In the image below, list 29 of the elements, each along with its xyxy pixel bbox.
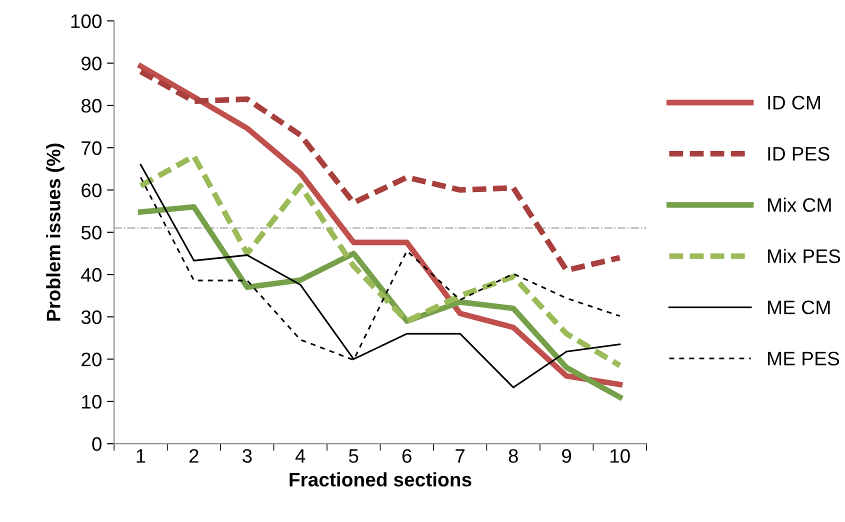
x-tick-label: 9 — [562, 449, 572, 463]
y-axis-title: Problem issues (%) — [46, 144, 64, 321]
legend-label: ME PES — [768, 352, 840, 366]
y-tick-label: 60 — [82, 183, 102, 198]
legend-label: ID CM — [768, 96, 820, 110]
y-tick-label: 10 — [82, 394, 102, 409]
y-tick-label: 80 — [81, 98, 102, 113]
y-tick-label: 30 — [81, 310, 102, 324]
legend-label: Mix PES — [768, 248, 840, 264]
x-tick-label: 3 — [242, 449, 252, 463]
legend-label: ME CM — [768, 300, 830, 314]
y-tick-label: 70 — [82, 141, 102, 155]
x-tick-label: 10 — [610, 449, 630, 463]
x-tick-label: 5 — [349, 449, 358, 463]
x-tick-label: 1 — [136, 449, 146, 463]
x-axis-title: Fractioned sections — [290, 472, 472, 487]
x-tick-label: 2 — [190, 449, 198, 463]
x-tick-label: 4 — [295, 449, 306, 463]
legend-label: ID PES — [768, 146, 830, 161]
x-tick-label: 8 — [508, 449, 518, 463]
y-tick-label: 0 — [92, 437, 102, 451]
x-tick-label: 6 — [402, 449, 412, 463]
y-tick-label: 90 — [82, 56, 102, 70]
y-tick-label: 100 — [71, 14, 102, 28]
x-tick-label: 7 — [456, 449, 465, 463]
legend-label: Mix CM — [768, 198, 831, 212]
y-tick-label: 50 — [81, 226, 102, 240]
y-tick-label: 20 — [82, 352, 102, 366]
y-tick-label: 40 — [81, 268, 102, 282]
